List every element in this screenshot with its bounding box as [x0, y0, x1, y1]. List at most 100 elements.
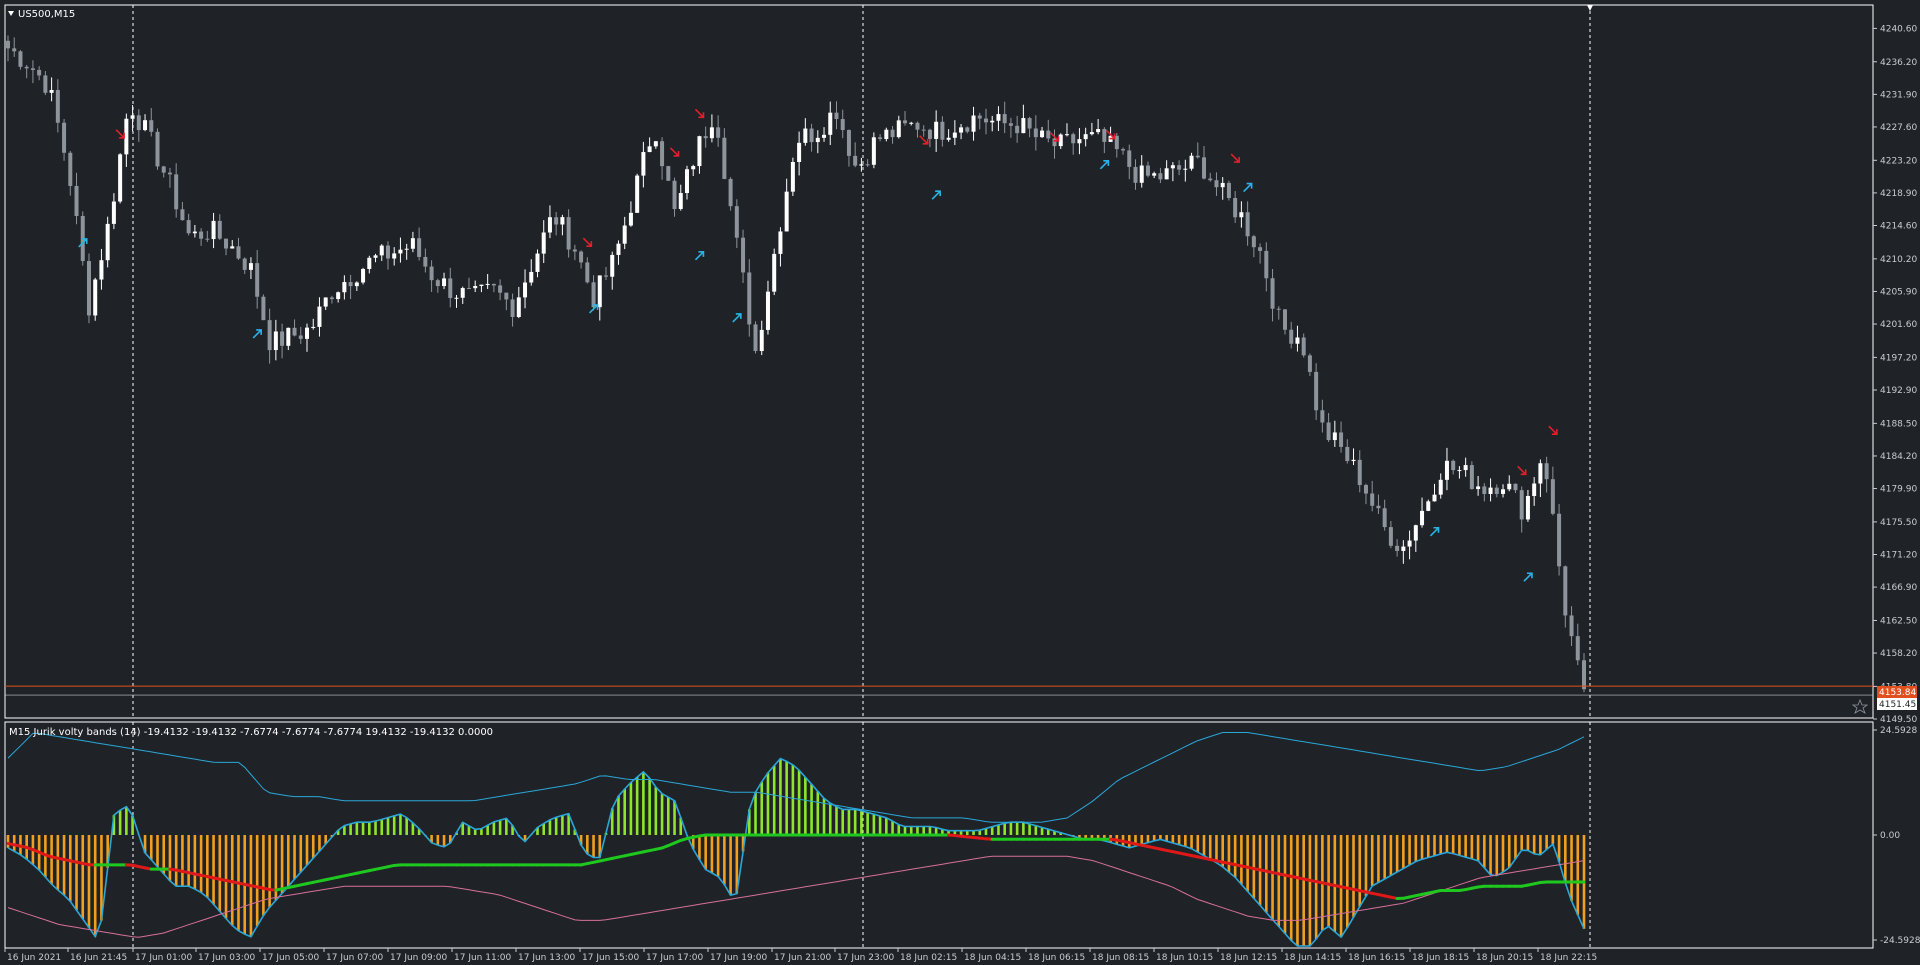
time-tick: 17 Jun 05:00: [259, 948, 319, 963]
candle: [1164, 160, 1169, 180]
price-tick: 4179.90: [1873, 485, 1917, 495]
candle: [255, 250, 260, 309]
time-tick-label: 16 Jun 21:45: [70, 953, 127, 963]
candle: [797, 131, 802, 176]
candle: [1413, 524, 1418, 552]
price-tick-label: 4184.20: [1880, 452, 1917, 462]
candle: [1507, 475, 1512, 492]
up-arrow-icon: [1429, 526, 1440, 537]
time-tick: 18 Jun 14:15: [1281, 948, 1341, 963]
candle: [354, 281, 359, 291]
candle: [30, 60, 35, 84]
down-arrow-icon: [1106, 129, 1116, 140]
candle: [479, 284, 484, 293]
candle: [1202, 146, 1207, 180]
candle: [1145, 161, 1150, 178]
time-tick-label: 17 Jun 09:00: [390, 953, 447, 963]
candle: [1139, 155, 1144, 188]
candle: [684, 165, 689, 200]
candle: [959, 124, 964, 140]
indicator-axis[interactable]: 24.5928 0.00 -24.5928: [1873, 726, 1920, 946]
candle: [1133, 159, 1138, 190]
candle: [435, 278, 440, 293]
candle: [535, 249, 540, 278]
price-pane[interactable]: 4240.60 4236.20 4231.90 4227.60 4223.20 4218.…: [4, 4, 1917, 725]
volty-histogram: [6, 758, 1586, 947]
time-tick-label: 18 Jun 06:15: [1028, 953, 1085, 963]
candle: [865, 159, 870, 167]
time-tick-label: 18 Jun 22:15: [1540, 953, 1597, 963]
candle: [199, 228, 204, 246]
up-arrow-icon: [1243, 182, 1253, 193]
price-tick: 4166.90: [1873, 583, 1917, 593]
candle: [572, 244, 577, 261]
candle: [753, 321, 758, 354]
candle: [211, 212, 216, 249]
time-tick-label: 17 Jun 03:00: [198, 953, 255, 963]
candle: [373, 253, 378, 263]
histogram-outline: [7, 757, 1585, 947]
candle: [174, 163, 179, 218]
price-tick: 4205.90: [1873, 287, 1917, 297]
candle: [1177, 160, 1182, 176]
price-tick: 4227.60: [1873, 123, 1917, 133]
candle: [529, 259, 534, 286]
candle: [86, 253, 91, 324]
price-badge-ask: 4151.45: [1877, 698, 1917, 710]
chevron-down-icon[interactable]: [8, 11, 14, 16]
candle: [1525, 489, 1530, 522]
candle: [273, 319, 278, 361]
price-tick-label: 4197.20: [1880, 353, 1917, 363]
candle: [267, 308, 272, 364]
time-tick-label: 17 Jun 15:00: [582, 953, 639, 963]
upper-band-line: [7, 732, 1585, 823]
candle: [1064, 123, 1069, 137]
candle: [118, 153, 123, 204]
up-arrow-icon: [1523, 572, 1533, 582]
candle: [1314, 363, 1319, 420]
candle: [940, 116, 945, 147]
candle: [1214, 172, 1219, 196]
shift-marker-icon[interactable]: [1587, 5, 1593, 11]
candle: [884, 127, 889, 142]
candle: [348, 274, 353, 300]
price-tick: 4210.20: [1873, 255, 1917, 265]
time-tick: 17 Jun 15:00: [579, 948, 639, 963]
candle: [99, 248, 104, 290]
candle: [585, 257, 590, 284]
symbol-header[interactable]: US500,M15: [8, 9, 75, 20]
candle: [641, 141, 646, 188]
candle: [560, 214, 565, 236]
candle: [1282, 309, 1287, 335]
candle: [1089, 122, 1094, 136]
candle: [1370, 480, 1375, 512]
candle: [653, 140, 658, 149]
ask-price-label: 4151.45: [1879, 700, 1916, 710]
indicator-pane[interactable]: 24.5928 0.00 -24.5928 M15 Jurik volty band…: [4, 721, 1920, 949]
star-icon[interactable]: [1851, 698, 1869, 714]
candle: [429, 260, 434, 292]
time-tick-label: 17 Jun 17:00: [646, 953, 703, 963]
time-axis[interactable]: 16 Jun 2021 16 Jun 21:45 17 Jun 01:00 17 Ju…: [4, 948, 1597, 963]
candle: [205, 230, 210, 243]
candle: [622, 216, 627, 250]
candle: [1245, 201, 1250, 246]
candle: [853, 142, 858, 168]
down-arrow-icon: [115, 129, 125, 139]
candle: [903, 111, 908, 126]
candle: [1501, 484, 1506, 498]
candle: [1544, 456, 1549, 493]
candle: [1096, 119, 1101, 135]
price-tick-label: 4166.90: [1880, 583, 1917, 593]
candle: [1002, 101, 1007, 134]
price-tick: 4236.20: [1873, 58, 1917, 68]
candle: [890, 125, 895, 144]
candle: [329, 295, 334, 304]
time-tick: 18 Jun 12:15: [1217, 948, 1277, 963]
indicator-tick: -24.5928: [1873, 936, 1920, 946]
candle: [647, 137, 652, 153]
candle: [1220, 177, 1225, 200]
candle: [747, 259, 752, 337]
down-arrow-icon: [669, 147, 680, 157]
